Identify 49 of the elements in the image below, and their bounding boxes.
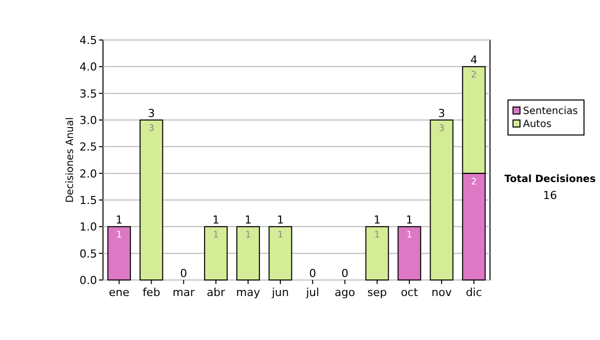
- y-tick-label: 1.5: [80, 194, 97, 207]
- y-axis-title: Decisiones Anual: [65, 117, 76, 203]
- total-label: 3: [148, 107, 155, 120]
- y-tick-label: 1.0: [80, 220, 97, 234]
- y-tick-label: 4.5: [80, 34, 97, 47]
- x-tick-label: ago: [334, 286, 356, 299]
- total-label: 1: [406, 214, 413, 227]
- data-label: 3: [438, 124, 444, 134]
- x-tick-label: jul: [305, 286, 320, 299]
- data-label: 1: [116, 230, 122, 241]
- total-label: 0: [309, 267, 316, 280]
- data-label: 1: [278, 230, 284, 241]
- x-tick-label: dic: [466, 286, 482, 299]
- data-label: 2: [471, 70, 477, 81]
- y-tick-label: 0.5: [80, 247, 97, 260]
- legend-label: Autos: [523, 119, 552, 130]
- x-tick-label: feb: [142, 286, 160, 299]
- x-tick-label: jun: [270, 286, 289, 299]
- total-label: 0: [180, 267, 188, 280]
- total-label: 4: [470, 54, 478, 67]
- text: 16: [543, 189, 557, 202]
- x-tick-label: nov: [432, 286, 452, 299]
- total-label: 1: [276, 214, 284, 227]
- x-tick-label: oct: [400, 286, 419, 299]
- y-tick-label: 0.0: [80, 274, 97, 287]
- total-label: 0: [341, 267, 348, 280]
- data-label: 1: [245, 230, 251, 241]
- total-label: 1: [244, 214, 252, 227]
- y-tick-label: 2.5: [80, 140, 97, 154]
- x-tick-label: sep: [367, 286, 387, 299]
- x-tick-label: ene: [108, 286, 130, 299]
- data-label: 1: [374, 230, 380, 241]
- x-tick-label: mar: [172, 286, 196, 299]
- data-label: 1: [213, 230, 219, 241]
- total-label: 1: [374, 214, 381, 227]
- total-label: 1: [212, 214, 220, 227]
- text: Total Decisiones: [504, 174, 596, 185]
- y-tick-label: 4.0: [80, 60, 97, 74]
- data-label: 2: [471, 177, 477, 188]
- x-tick-label: may: [236, 286, 261, 299]
- legend-label: Sentencias: [523, 106, 578, 117]
- y-tick-label: 3.0: [80, 114, 97, 127]
- y-tick-label: 3.5: [80, 87, 97, 100]
- y-tick-label: 2.0: [80, 167, 97, 180]
- x-tick-label: abr: [206, 286, 226, 299]
- data-label: 3: [148, 124, 154, 134]
- total-label: 1: [116, 214, 123, 227]
- data-label: 1: [406, 230, 412, 241]
- total-label: 3: [438, 107, 446, 120]
